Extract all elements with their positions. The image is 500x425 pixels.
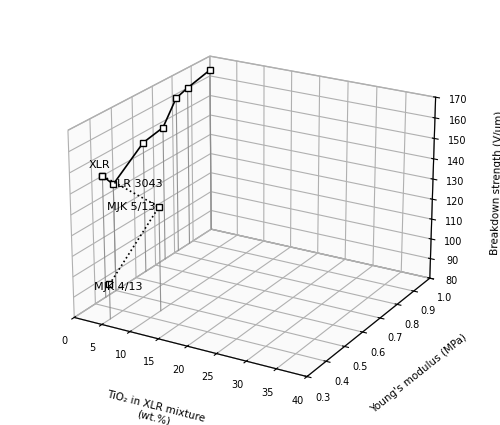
X-axis label: TiO₂ in XLR mixture
(wt.%): TiO₂ in XLR mixture (wt.%)	[103, 389, 206, 425]
Y-axis label: Young's modulus (MPa): Young's modulus (MPa)	[369, 332, 468, 414]
